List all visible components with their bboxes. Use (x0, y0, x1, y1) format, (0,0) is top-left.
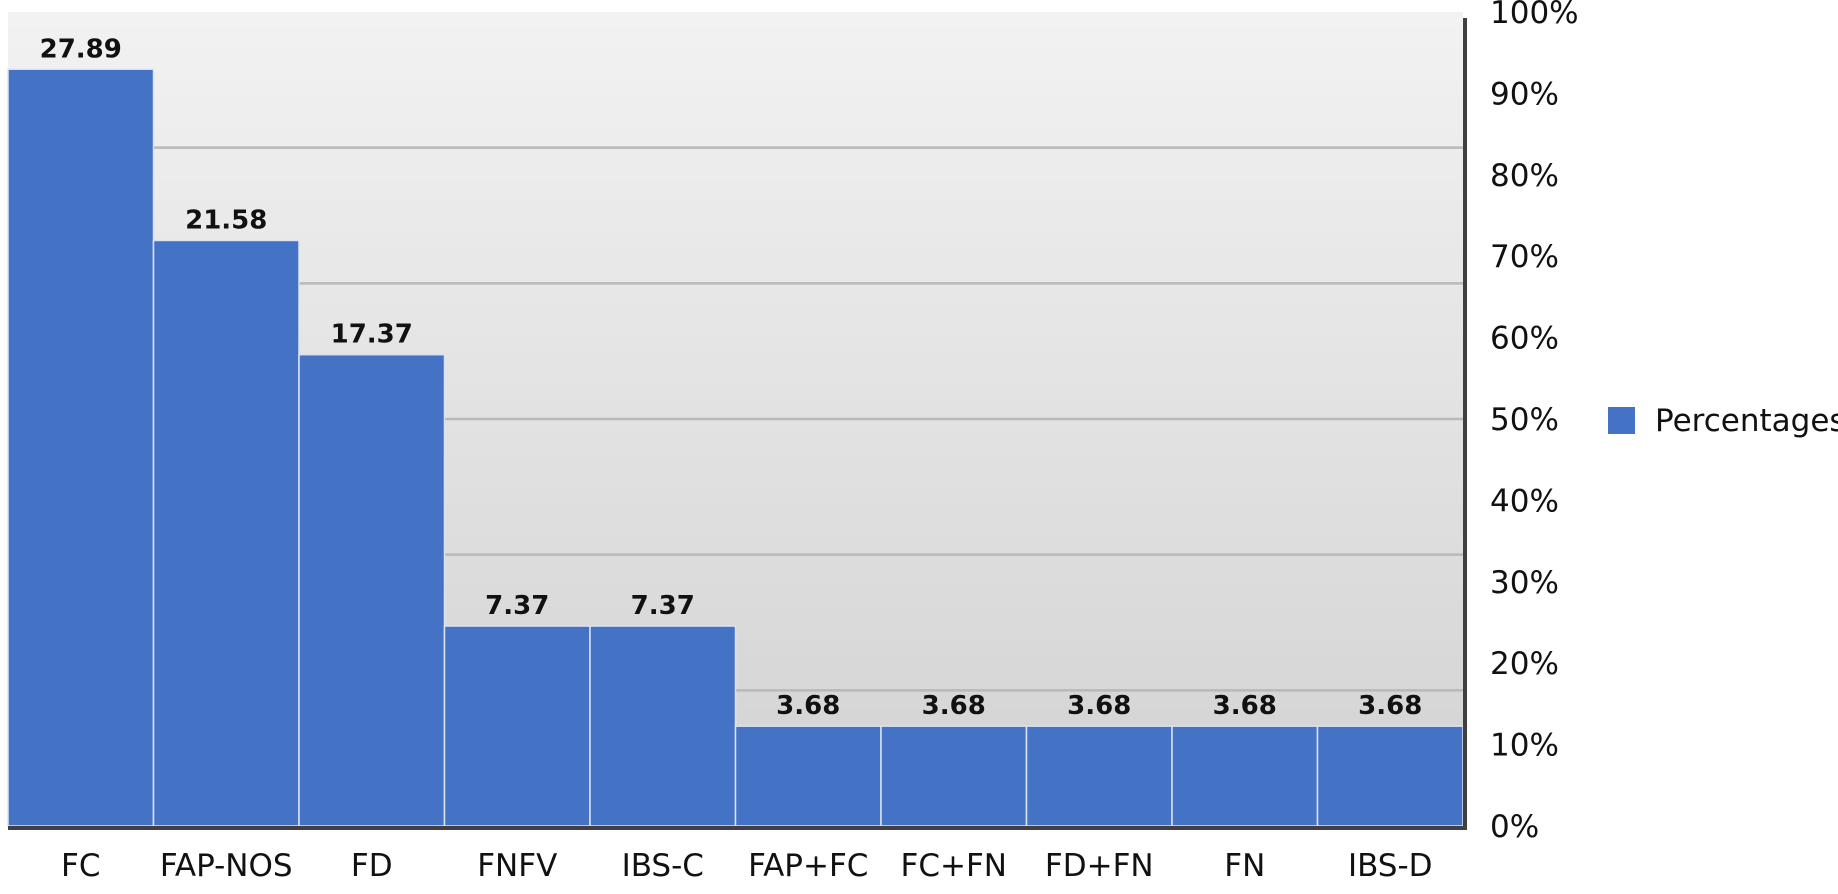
data-label: 17.37 (331, 320, 413, 350)
data-label: 7.37 (631, 591, 695, 621)
bar (443, 625, 591, 827)
data-label: 3.68 (1358, 691, 1422, 721)
data-label: 7.37 (485, 591, 549, 621)
y-tick-label: 30% (1490, 565, 1559, 601)
data-label: 3.68 (1067, 691, 1131, 721)
data-label: 3.68 (922, 691, 986, 721)
bars (7, 68, 1464, 827)
legend: Percentages (1608, 403, 1838, 439)
y-tick-label: 10% (1490, 728, 1559, 764)
data-label: 3.68 (776, 691, 840, 721)
y-tick-label: 40% (1490, 483, 1559, 519)
bar (1316, 725, 1464, 827)
bar (7, 68, 155, 827)
x-tick-label: FAP+FC (748, 848, 868, 884)
data-labels: 27.89 21.58 17.37 7.37 7.37 3.68 3.68 3.68 3.68 3… (40, 34, 1423, 721)
y-axis-ticks: 0% 10% 20% 30% 40% 50% 60% 70% 80% 90% 100% (1490, 0, 1579, 845)
data-label: 27.89 (40, 34, 122, 64)
y-tick-label: 50% (1490, 402, 1559, 438)
y-tick-label: 100% (1490, 0, 1579, 31)
x-tick-label: FD+FN (1045, 848, 1154, 884)
y-tick-label: 70% (1490, 239, 1559, 275)
x-tick-label: IBS-D (1348, 848, 1433, 884)
x-tick-label: FNFV (477, 848, 557, 884)
bar (298, 353, 446, 827)
x-tick-label: FC+FN (901, 848, 1007, 884)
legend-label-percentages: Percentages (1655, 403, 1838, 439)
x-tick-label: IBS-C (622, 848, 704, 884)
bar (1025, 725, 1173, 827)
bar (734, 725, 882, 827)
y-tick-label: 20% (1490, 646, 1559, 682)
bar (880, 725, 1028, 827)
x-axis-ticks: FC FAP-NOS FD FNFV IBS-C FAP+FC FC+FN FD+FN FN IB… (61, 848, 1433, 884)
bar (589, 625, 737, 827)
x-tick-label: FD (351, 848, 393, 884)
y-tick-label: 80% (1490, 158, 1559, 194)
x-tick-label: FC (61, 848, 100, 884)
y-tick-label: 0% (1490, 809, 1539, 845)
data-label: 21.58 (185, 205, 267, 235)
bar (1171, 725, 1319, 827)
legend-swatch-percentages (1608, 407, 1635, 434)
y-tick-label: 90% (1490, 76, 1559, 112)
data-label: 3.68 (1213, 691, 1277, 721)
bar (152, 239, 300, 827)
y-tick-label: 60% (1490, 321, 1559, 357)
x-tick-label: FN (1224, 848, 1265, 884)
x-tick-label: FAP-NOS (160, 848, 293, 884)
